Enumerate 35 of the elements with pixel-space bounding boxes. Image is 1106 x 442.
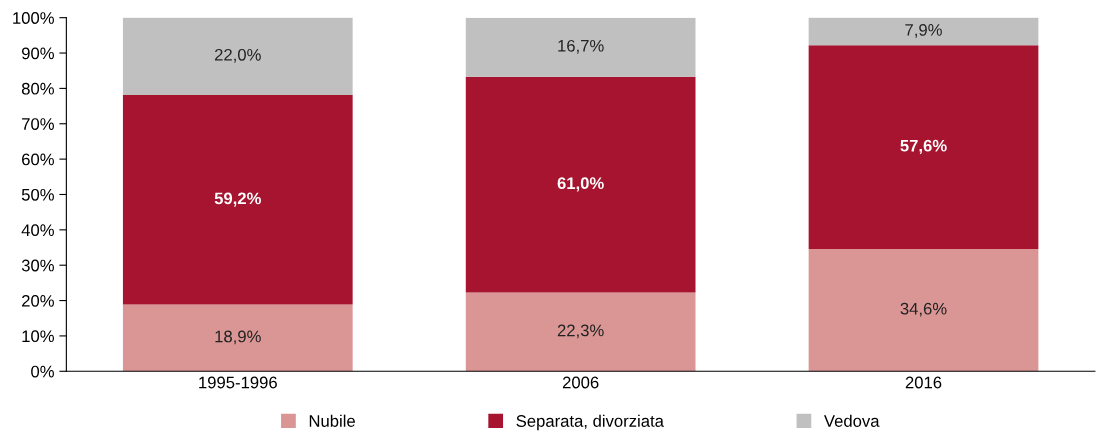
- data-label: 22,0%: [215, 48, 261, 63]
- data-label: 57,6%: [900, 139, 947, 154]
- y-tick-label: 70%: [22, 118, 54, 130]
- y-tick-label: 100%: [13, 12, 54, 24]
- bar: [122, 17, 353, 96]
- legend-label: Separata, divorziata: [516, 414, 664, 431]
- bar: [808, 17, 1039, 46]
- y-tick-label: 0%: [31, 365, 54, 378]
- x-tick-label: 1995-1996: [199, 376, 277, 389]
- data-label: 16,7%: [558, 39, 604, 54]
- bar: [122, 304, 353, 372]
- bar: [808, 45, 1039, 249]
- bar: [122, 95, 353, 305]
- y-tick-label: 50%: [21, 188, 54, 201]
- y-tick-label: 40%: [21, 224, 54, 237]
- y-tick-label: 10%: [22, 330, 54, 343]
- y-tick-label: 20%: [22, 294, 54, 307]
- bar: [465, 292, 696, 372]
- legend-label: Nubile: [309, 414, 355, 427]
- data-label: 18,9%: [215, 330, 261, 345]
- data-label: 34,6%: [900, 302, 947, 317]
- data-label: 61,0%: [557, 177, 604, 192]
- bar: [465, 17, 696, 77]
- bar: [465, 76, 696, 293]
- data-label: 59,2%: [214, 192, 261, 207]
- bar: [808, 248, 1039, 372]
- legend-label: Vedova: [823, 414, 880, 427]
- y-tick-label: 30%: [21, 259, 54, 272]
- y-tick-label: 60%: [22, 153, 54, 166]
- x-tick-label: 2016: [905, 376, 942, 389]
- data-label: 22,3%: [557, 324, 604, 339]
- y-tick-label: 80%: [21, 82, 54, 95]
- data-label: 7,9%: [905, 23, 942, 38]
- x-tick-label: 2006: [562, 376, 599, 389]
- y-tick-label: 90%: [21, 47, 54, 60]
